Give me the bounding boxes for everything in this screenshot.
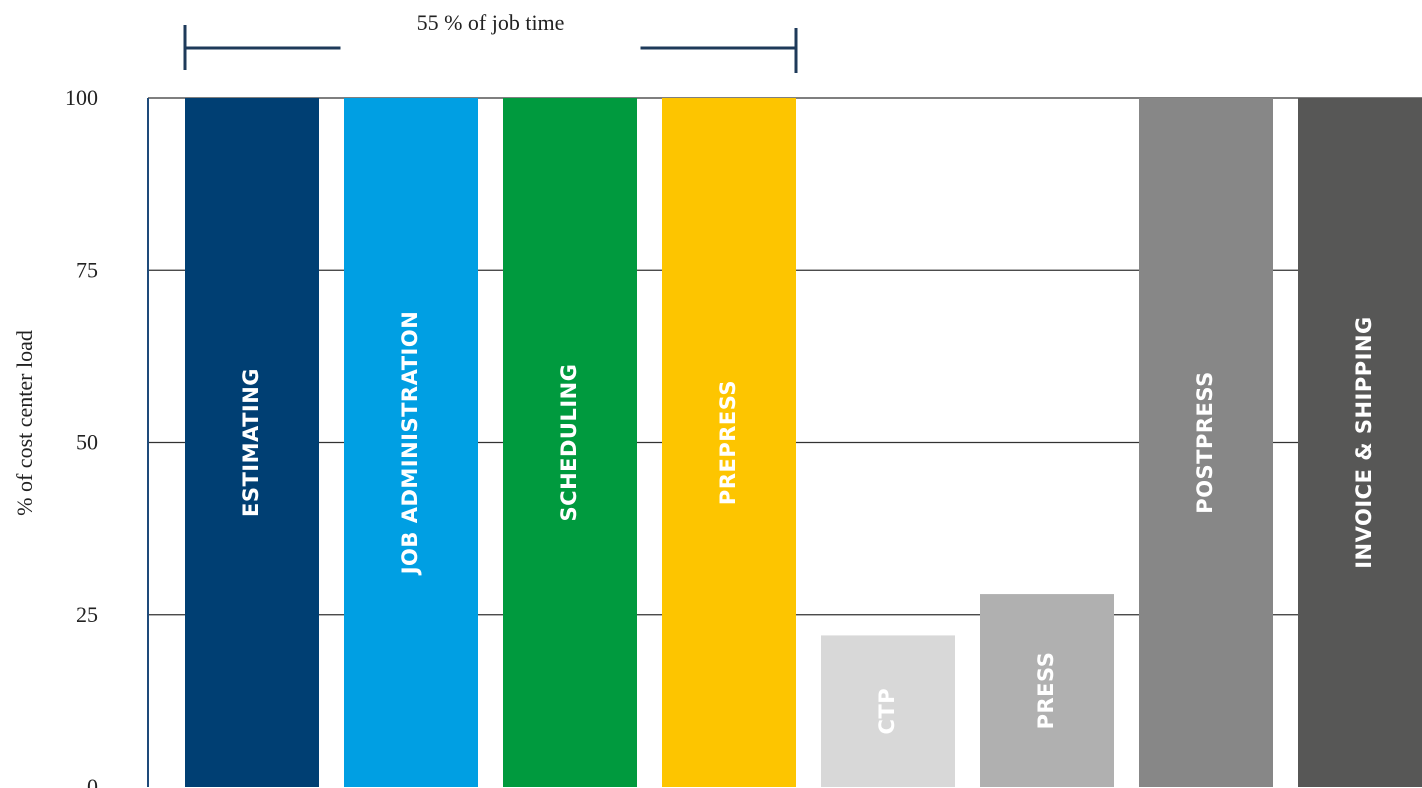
bar	[503, 98, 637, 787]
y-tick-label: 50	[76, 430, 98, 455]
bar-label: PREPRESS	[716, 380, 740, 505]
bar-label: JOB ADMINISTRATION	[398, 311, 422, 577]
bar-label: PRESS	[1034, 652, 1058, 730]
y-tick-label: 0	[87, 774, 98, 788]
y-tick-label: 100	[65, 85, 98, 110]
bar	[980, 594, 1114, 787]
bar	[185, 98, 319, 787]
bar-label: CTP	[875, 688, 899, 735]
y-tick-label: 75	[76, 257, 98, 282]
bar-label: POSTPRESS	[1193, 371, 1217, 513]
bar	[821, 635, 955, 787]
bar	[1139, 98, 1273, 787]
bar-label: INVOICE & SHIPPING	[1352, 316, 1376, 569]
job-time-bracket: 55 % of job time	[183, 10, 798, 73]
bars: ESTIMATING JOB ADMINISTRATION SCHEDULING PR…	[185, 98, 1422, 787]
bar	[344, 98, 478, 787]
y-tick-labels: 0 25 50 75 100	[65, 85, 98, 788]
bar-label: ESTIMATING	[239, 368, 263, 517]
bar	[1298, 98, 1422, 787]
job-time-annotation: 55 % of job time	[417, 10, 565, 35]
bar-label: SCHEDULING	[557, 364, 581, 522]
bar	[662, 98, 796, 787]
y-tick-label: 25	[76, 602, 98, 627]
y-axis-label: % of cost center load	[12, 330, 37, 516]
